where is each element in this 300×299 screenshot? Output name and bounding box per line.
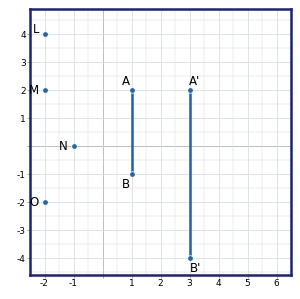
Text: B: B [122, 179, 130, 191]
Text: A': A' [189, 75, 200, 88]
Text: O: O [30, 196, 39, 209]
Text: A: A [122, 75, 130, 88]
Text: B': B' [190, 263, 202, 275]
Text: L: L [33, 23, 40, 36]
Text: N: N [59, 140, 68, 153]
Text: M: M [29, 84, 39, 97]
